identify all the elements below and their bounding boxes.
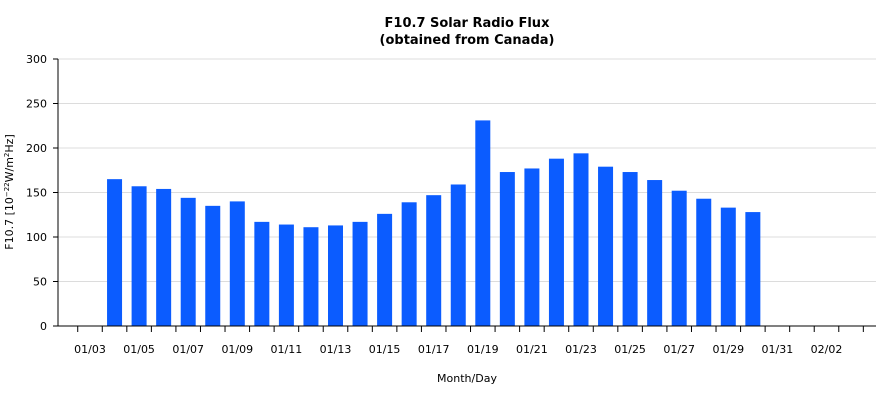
bar <box>671 190 687 326</box>
bar <box>598 166 614 326</box>
x-tick-label: 01/31 <box>762 343 794 356</box>
bar <box>647 180 663 326</box>
bar <box>303 227 319 326</box>
bar <box>450 184 466 326</box>
bar <box>426 195 442 326</box>
x-tick-label: 01/25 <box>614 343 646 356</box>
x-tick-label: 01/17 <box>418 343 450 356</box>
bar <box>745 212 761 326</box>
bar-series <box>107 120 761 326</box>
bar <box>499 172 515 326</box>
y-axis-label-part: F10.7 [10 <box>3 197 16 250</box>
chart-subtitle: (obtained from Canada) <box>380 33 555 48</box>
bar <box>205 205 221 326</box>
bar <box>377 213 393 326</box>
y-tick-label: 50 <box>33 276 47 289</box>
bar <box>573 153 589 326</box>
x-tick-label: 01/19 <box>467 343 499 356</box>
bar <box>278 224 294 326</box>
bar <box>696 198 712 326</box>
x-tick-label: 01/13 <box>320 343 352 356</box>
x-tick-label: 01/07 <box>172 343 204 356</box>
y-axis-label-part: W/m <box>3 157 16 182</box>
y-tick-label: 150 <box>26 187 47 200</box>
y-tick-label: 250 <box>26 98 47 111</box>
y-axis-label: F10.7 [10−22W/m2Hz] <box>3 134 16 250</box>
y-tick-labels: 0 50 100 150 200 250 300 <box>26 53 58 333</box>
y-axis-label-exponent: 2 <box>3 153 11 157</box>
x-tick-label: 01/11 <box>271 343 303 356</box>
x-axis-label: Month/Day <box>437 372 497 385</box>
bar <box>548 158 564 326</box>
bar <box>328 225 343 326</box>
y-tick-label: 300 <box>26 53 47 66</box>
y-tick-label: 200 <box>26 142 47 155</box>
bar <box>401 202 417 326</box>
bar <box>156 188 172 326</box>
x-tick-label: 01/15 <box>369 343 401 356</box>
bar <box>622 172 638 326</box>
bar <box>254 221 270 326</box>
x-tick-label: 01/21 <box>516 343 548 356</box>
x-tick-label: 02/02 <box>811 343 843 356</box>
x-tick-label: 01/27 <box>663 343 695 356</box>
bar <box>352 221 368 326</box>
bar <box>107 179 123 326</box>
y-axis-label-exponent: −22 <box>3 182 11 197</box>
y-axis-label-part: Hz] <box>3 134 16 152</box>
x-tick-label: 01/29 <box>712 343 744 356</box>
bar <box>720 207 736 326</box>
bar <box>475 120 491 326</box>
x-tick-labels: 01/03 01/05 01/07 01/09 01/11 01/13 01/15 01/17… <box>74 326 864 356</box>
y-tick-label: 100 <box>26 231 47 244</box>
y-tick-label: 0 <box>40 320 47 333</box>
chart-title: F10.7 Solar Radio Flux <box>385 16 551 31</box>
x-tick-label: 01/03 <box>74 343 106 356</box>
bar <box>229 201 245 326</box>
bar <box>180 197 196 326</box>
x-tick-label: 01/05 <box>123 343 155 356</box>
x-tick-label: 01/23 <box>565 343 597 356</box>
bar <box>524 168 540 326</box>
x-tick-label: 01/09 <box>221 343 253 356</box>
bar <box>131 186 147 326</box>
